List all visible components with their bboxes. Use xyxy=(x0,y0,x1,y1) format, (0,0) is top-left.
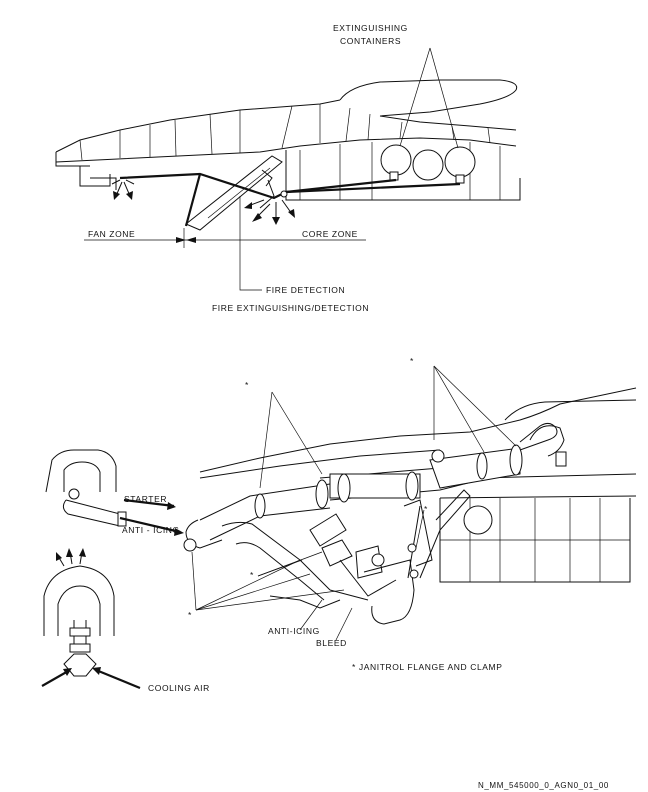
starter-label: STARTER xyxy=(124,494,167,504)
extinguishing-containers-label-line1: EXTINGUISHING xyxy=(333,23,408,33)
fire-extinguishing-figure xyxy=(55,47,521,291)
section-title: FIRE EXTINGUISHING/DETECTION xyxy=(212,303,369,313)
fan-zone-label: FAN ZONE xyxy=(88,229,135,239)
extinguishing-containers-label-line2: CONTAINERS xyxy=(340,36,401,46)
core-zone-label: CORE ZONE xyxy=(302,229,358,239)
anti-icing-bleed-label-line2: BLEED xyxy=(316,638,347,648)
fire-detection-label: FIRE DETECTION xyxy=(266,285,345,295)
detail-asterisk-5: * xyxy=(188,610,192,620)
cooling-air-label: COOLING AIR xyxy=(148,683,210,693)
detail-asterisk-4: * xyxy=(250,570,254,580)
anti-icing-label: ANTI - ICING xyxy=(122,525,180,535)
anti-icing-bleed-label-line1: ANTI-ICING xyxy=(268,626,320,636)
detail-asterisk-3: * xyxy=(424,504,428,514)
detail-asterisk-2: * xyxy=(410,356,414,366)
janitrol-note: * JANITROL FLANGE AND CLAMP xyxy=(352,662,503,672)
figure-id: N_MM_545000_0_AGN0_01_00 xyxy=(478,781,609,790)
anti-icing-ducting-figure xyxy=(41,365,637,690)
detail-asterisk-1: * xyxy=(245,380,249,390)
